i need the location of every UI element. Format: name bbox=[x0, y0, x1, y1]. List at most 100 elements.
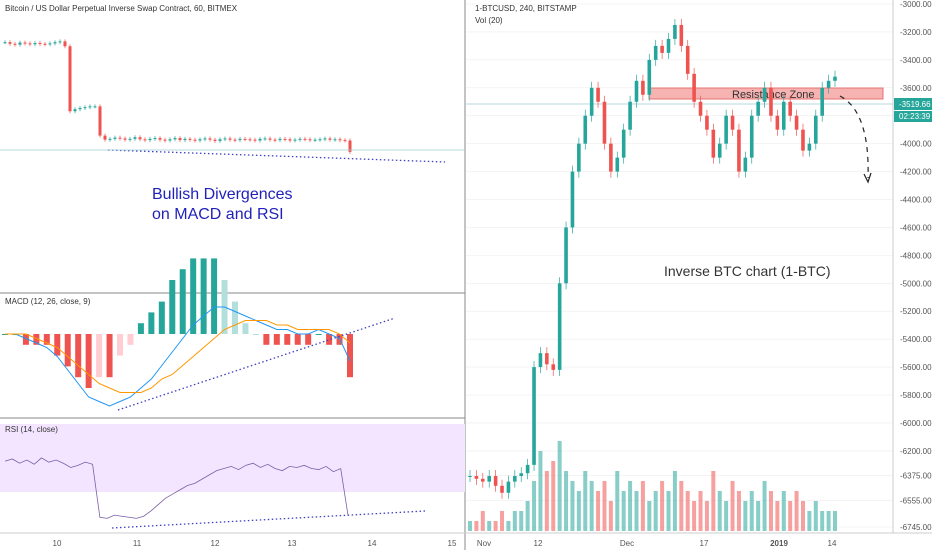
left-candle bbox=[98, 106, 102, 136]
macd-hist-bar bbox=[252, 334, 259, 335]
macd-hist-bar bbox=[158, 301, 165, 334]
right-candle bbox=[749, 115, 754, 158]
right-candle bbox=[564, 227, 568, 284]
right-candle bbox=[705, 115, 709, 130]
macd-hist-bar bbox=[273, 334, 280, 345]
left-candle bbox=[213, 139, 217, 141]
price-tick: -6200.00 bbox=[900, 447, 932, 456]
volume-bars bbox=[468, 441, 837, 531]
left-candle bbox=[338, 139, 342, 141]
macd-hist-bar bbox=[33, 334, 40, 345]
right-x-tick: 2019 bbox=[770, 539, 788, 548]
annotation-line-2: on MACD and RSI bbox=[152, 206, 284, 223]
right-candle bbox=[557, 283, 562, 370]
price-tick: -5200.00 bbox=[900, 307, 932, 316]
volume-bar bbox=[679, 481, 684, 531]
price-badge: -3519.66 bbox=[899, 100, 931, 109]
left-candle bbox=[188, 138, 192, 140]
macd-hist-bar bbox=[96, 334, 103, 378]
left-candle bbox=[123, 138, 127, 140]
right-candle bbox=[621, 129, 626, 158]
right-candle bbox=[730, 115, 735, 130]
right-candle bbox=[506, 481, 511, 493]
left-candle bbox=[53, 42, 57, 44]
right-candle bbox=[596, 87, 600, 102]
volume-bar bbox=[775, 501, 780, 531]
price-tick: -3200.00 bbox=[900, 28, 932, 37]
macd-hist-bar bbox=[232, 301, 238, 334]
right-candle bbox=[769, 87, 773, 116]
price-tick: -6555.00 bbox=[900, 496, 932, 505]
left-x-tick: 14 bbox=[368, 539, 377, 548]
macd-hist-bar bbox=[211, 258, 218, 334]
volume-bar bbox=[532, 481, 537, 531]
left-candle bbox=[203, 138, 207, 140]
volume-bar bbox=[493, 521, 498, 531]
right-candle bbox=[481, 478, 485, 482]
volume-bar bbox=[833, 511, 837, 531]
macd-hist-bar bbox=[64, 334, 71, 367]
right-x-tick: 12 bbox=[534, 539, 543, 548]
volume-bar bbox=[480, 511, 485, 531]
volume-bar bbox=[608, 501, 613, 531]
left-candle bbox=[133, 137, 137, 139]
volume-bar bbox=[749, 491, 754, 531]
volume-bar bbox=[704, 501, 709, 531]
price-badge-bg bbox=[894, 98, 932, 110]
price-tick: -6000.00 bbox=[900, 419, 932, 428]
right-candle bbox=[794, 115, 799, 130]
left-candle bbox=[273, 139, 277, 141]
macd-hist-bar bbox=[179, 269, 186, 334]
price-tick: -6745.00 bbox=[900, 523, 932, 532]
volume-bar bbox=[788, 501, 793, 531]
macd-divergence-line bbox=[117, 317, 396, 411]
volume-bar bbox=[756, 501, 761, 531]
volume-bar bbox=[724, 501, 729, 531]
right-candle bbox=[666, 38, 671, 53]
left-candle bbox=[343, 140, 347, 142]
left-candle bbox=[263, 138, 267, 140]
left-candle bbox=[8, 42, 12, 44]
right-candle bbox=[660, 45, 664, 53]
rsi-label: RSI (14, close) bbox=[5, 425, 58, 434]
volume-bar bbox=[762, 481, 767, 531]
right-chart-title: 1-BTCUSD, 240, BITSTAMP bbox=[475, 4, 577, 13]
left-candle bbox=[58, 41, 62, 43]
left-candle bbox=[193, 139, 197, 141]
left-candle bbox=[118, 137, 122, 139]
right-candle bbox=[570, 171, 575, 228]
right-candle bbox=[826, 80, 831, 88]
right-x-tick: Nov bbox=[477, 539, 491, 548]
right-candle bbox=[743, 157, 748, 172]
price-tick: -3000.00 bbox=[900, 0, 932, 9]
projection-arrow-head bbox=[863, 172, 872, 184]
right-candle bbox=[589, 87, 594, 116]
volume-bar bbox=[615, 471, 620, 531]
rsi-line bbox=[4, 457, 349, 519]
volume-bar bbox=[660, 481, 665, 531]
signal-line bbox=[5, 320, 351, 393]
left-time-axis: 10 11 12 13 14 15 bbox=[53, 539, 457, 548]
left-candle bbox=[333, 139, 337, 141]
left-candle bbox=[63, 41, 67, 47]
right-candle bbox=[692, 73, 696, 102]
volume-bar bbox=[672, 471, 677, 531]
left-candle bbox=[233, 139, 237, 141]
right-candle bbox=[673, 24, 677, 39]
price-tick: -4400.00 bbox=[900, 196, 932, 205]
macd-hist-bar bbox=[294, 334, 301, 345]
left-x-tick: 11 bbox=[133, 539, 142, 548]
right-candle bbox=[788, 101, 792, 116]
right-candle bbox=[647, 59, 652, 95]
left-candle bbox=[288, 139, 292, 141]
left-chart-title: Bitcoin / US Dollar Perpetual Inverse Sw… bbox=[5, 4, 238, 13]
left-candle bbox=[78, 108, 82, 110]
macd-label: MACD (12, 26, close, 9) bbox=[5, 297, 91, 306]
volume-bar bbox=[487, 521, 492, 531]
right-candle bbox=[545, 353, 549, 365]
macd-hist-bar bbox=[137, 323, 144, 334]
right-candle bbox=[807, 143, 812, 151]
macd-hist-bar bbox=[263, 334, 270, 345]
volume-bar bbox=[768, 491, 773, 531]
left-candle bbox=[243, 138, 247, 140]
